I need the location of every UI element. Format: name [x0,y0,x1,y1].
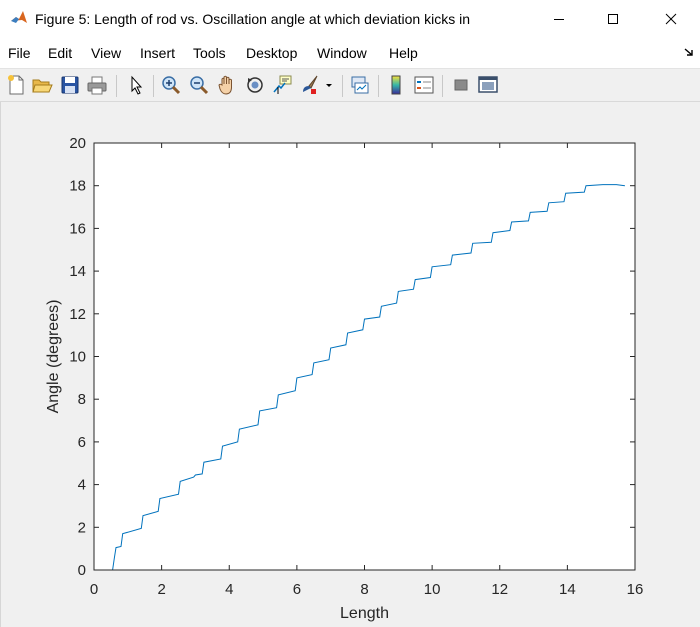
x-tick-label: 12 [491,581,508,598]
dock-arrow-icon[interactable] [683,46,695,58]
y-tick-label: 2 [78,519,86,536]
toolbar-separator [153,75,154,97]
toolbar-separator [442,75,443,97]
figure-toolbar [0,68,700,102]
y-tick-label: 20 [69,135,86,152]
close-icon [665,13,677,25]
x-tick-label: 16 [627,581,644,598]
menu-desktop[interactable]: Desktop [246,45,298,61]
x-axis-label: Length [340,605,389,622]
y-tick-label: 16 [69,220,86,237]
menu-window[interactable]: Window [317,45,367,61]
window-title: Figure 5: Length of rod vs. Oscillation … [35,11,471,27]
minimize-button[interactable] [536,0,582,38]
open-file-icon[interactable] [31,74,53,96]
rotate-3d-icon[interactable] [244,74,266,96]
y-axis-label: Angle (degrees) [45,300,62,414]
y-tick-label: 18 [69,178,86,195]
y-tick-label: 14 [69,263,86,280]
y-tick-label: 4 [78,477,86,494]
select-arrow-icon[interactable] [125,74,147,96]
data-cursor-icon[interactable] [271,74,293,96]
y-tick-label: 12 [69,306,86,323]
axes-box [93,142,636,571]
menu-view[interactable]: View [91,45,122,61]
minimize-icon [554,19,564,20]
toolbar-separator [116,75,117,97]
matlab-icon [10,9,28,27]
x-tick-label: 14 [559,581,576,598]
menu-edit[interactable]: Edit [48,45,73,61]
y-tick-label: 6 [78,434,86,451]
title-bar: Figure 5: Length of rod vs. Oscillation … [0,0,700,38]
x-tick-label: 4 [225,581,233,598]
menu-tools[interactable]: Tools [193,45,226,61]
x-tick-label: 2 [157,581,165,598]
y-tick-label: 10 [69,349,86,366]
hide-plot-tools-icon[interactable] [450,74,472,96]
x-tick-label: 0 [90,581,98,598]
toolbar-separator [342,75,343,97]
zoom-in-icon[interactable] [160,74,182,96]
menu-bar: File Edit View Insert Tools Desktop Wind… [0,38,700,68]
brush-dropdown-icon[interactable] [324,74,334,96]
menu-file[interactable]: File [8,45,31,61]
close-button[interactable] [648,0,694,38]
x-tick-label: 10 [424,581,441,598]
axes-background [94,143,635,570]
maximize-icon [608,14,618,24]
x-tick-label: 6 [293,581,301,598]
x-tick-label: 8 [360,581,368,598]
legend-icon[interactable] [413,74,435,96]
toolbar-separator [378,75,379,97]
link-plot-icon[interactable] [349,74,371,96]
brush-icon[interactable] [298,74,320,96]
save-icon[interactable] [59,74,81,96]
new-figure-icon[interactable] [5,74,27,96]
print-icon[interactable] [86,74,108,96]
maximize-button[interactable] [590,0,636,38]
pan-hand-icon[interactable] [216,74,238,96]
colorbar-icon[interactable] [385,74,407,96]
y-tick-label: 8 [78,391,86,408]
series-line [95,184,625,571]
menu-insert[interactable]: Insert [140,45,176,61]
menu-help[interactable]: Help [389,45,418,61]
figure-canvas: 0 2 4 6 8 10 12 14 16 0 2 4 6 8 10 12 14 16 18 20 Length An… [0,102,700,627]
zoom-out-icon[interactable] [188,74,210,96]
y-tick-label: 0 [78,562,86,579]
line-plot[interactable]: 0 2 4 6 8 10 12 14 16 0 2 4 6 8 10 12 14 16 18 20 Length An… [1,102,700,627]
show-plot-tools-icon[interactable] [477,74,499,96]
